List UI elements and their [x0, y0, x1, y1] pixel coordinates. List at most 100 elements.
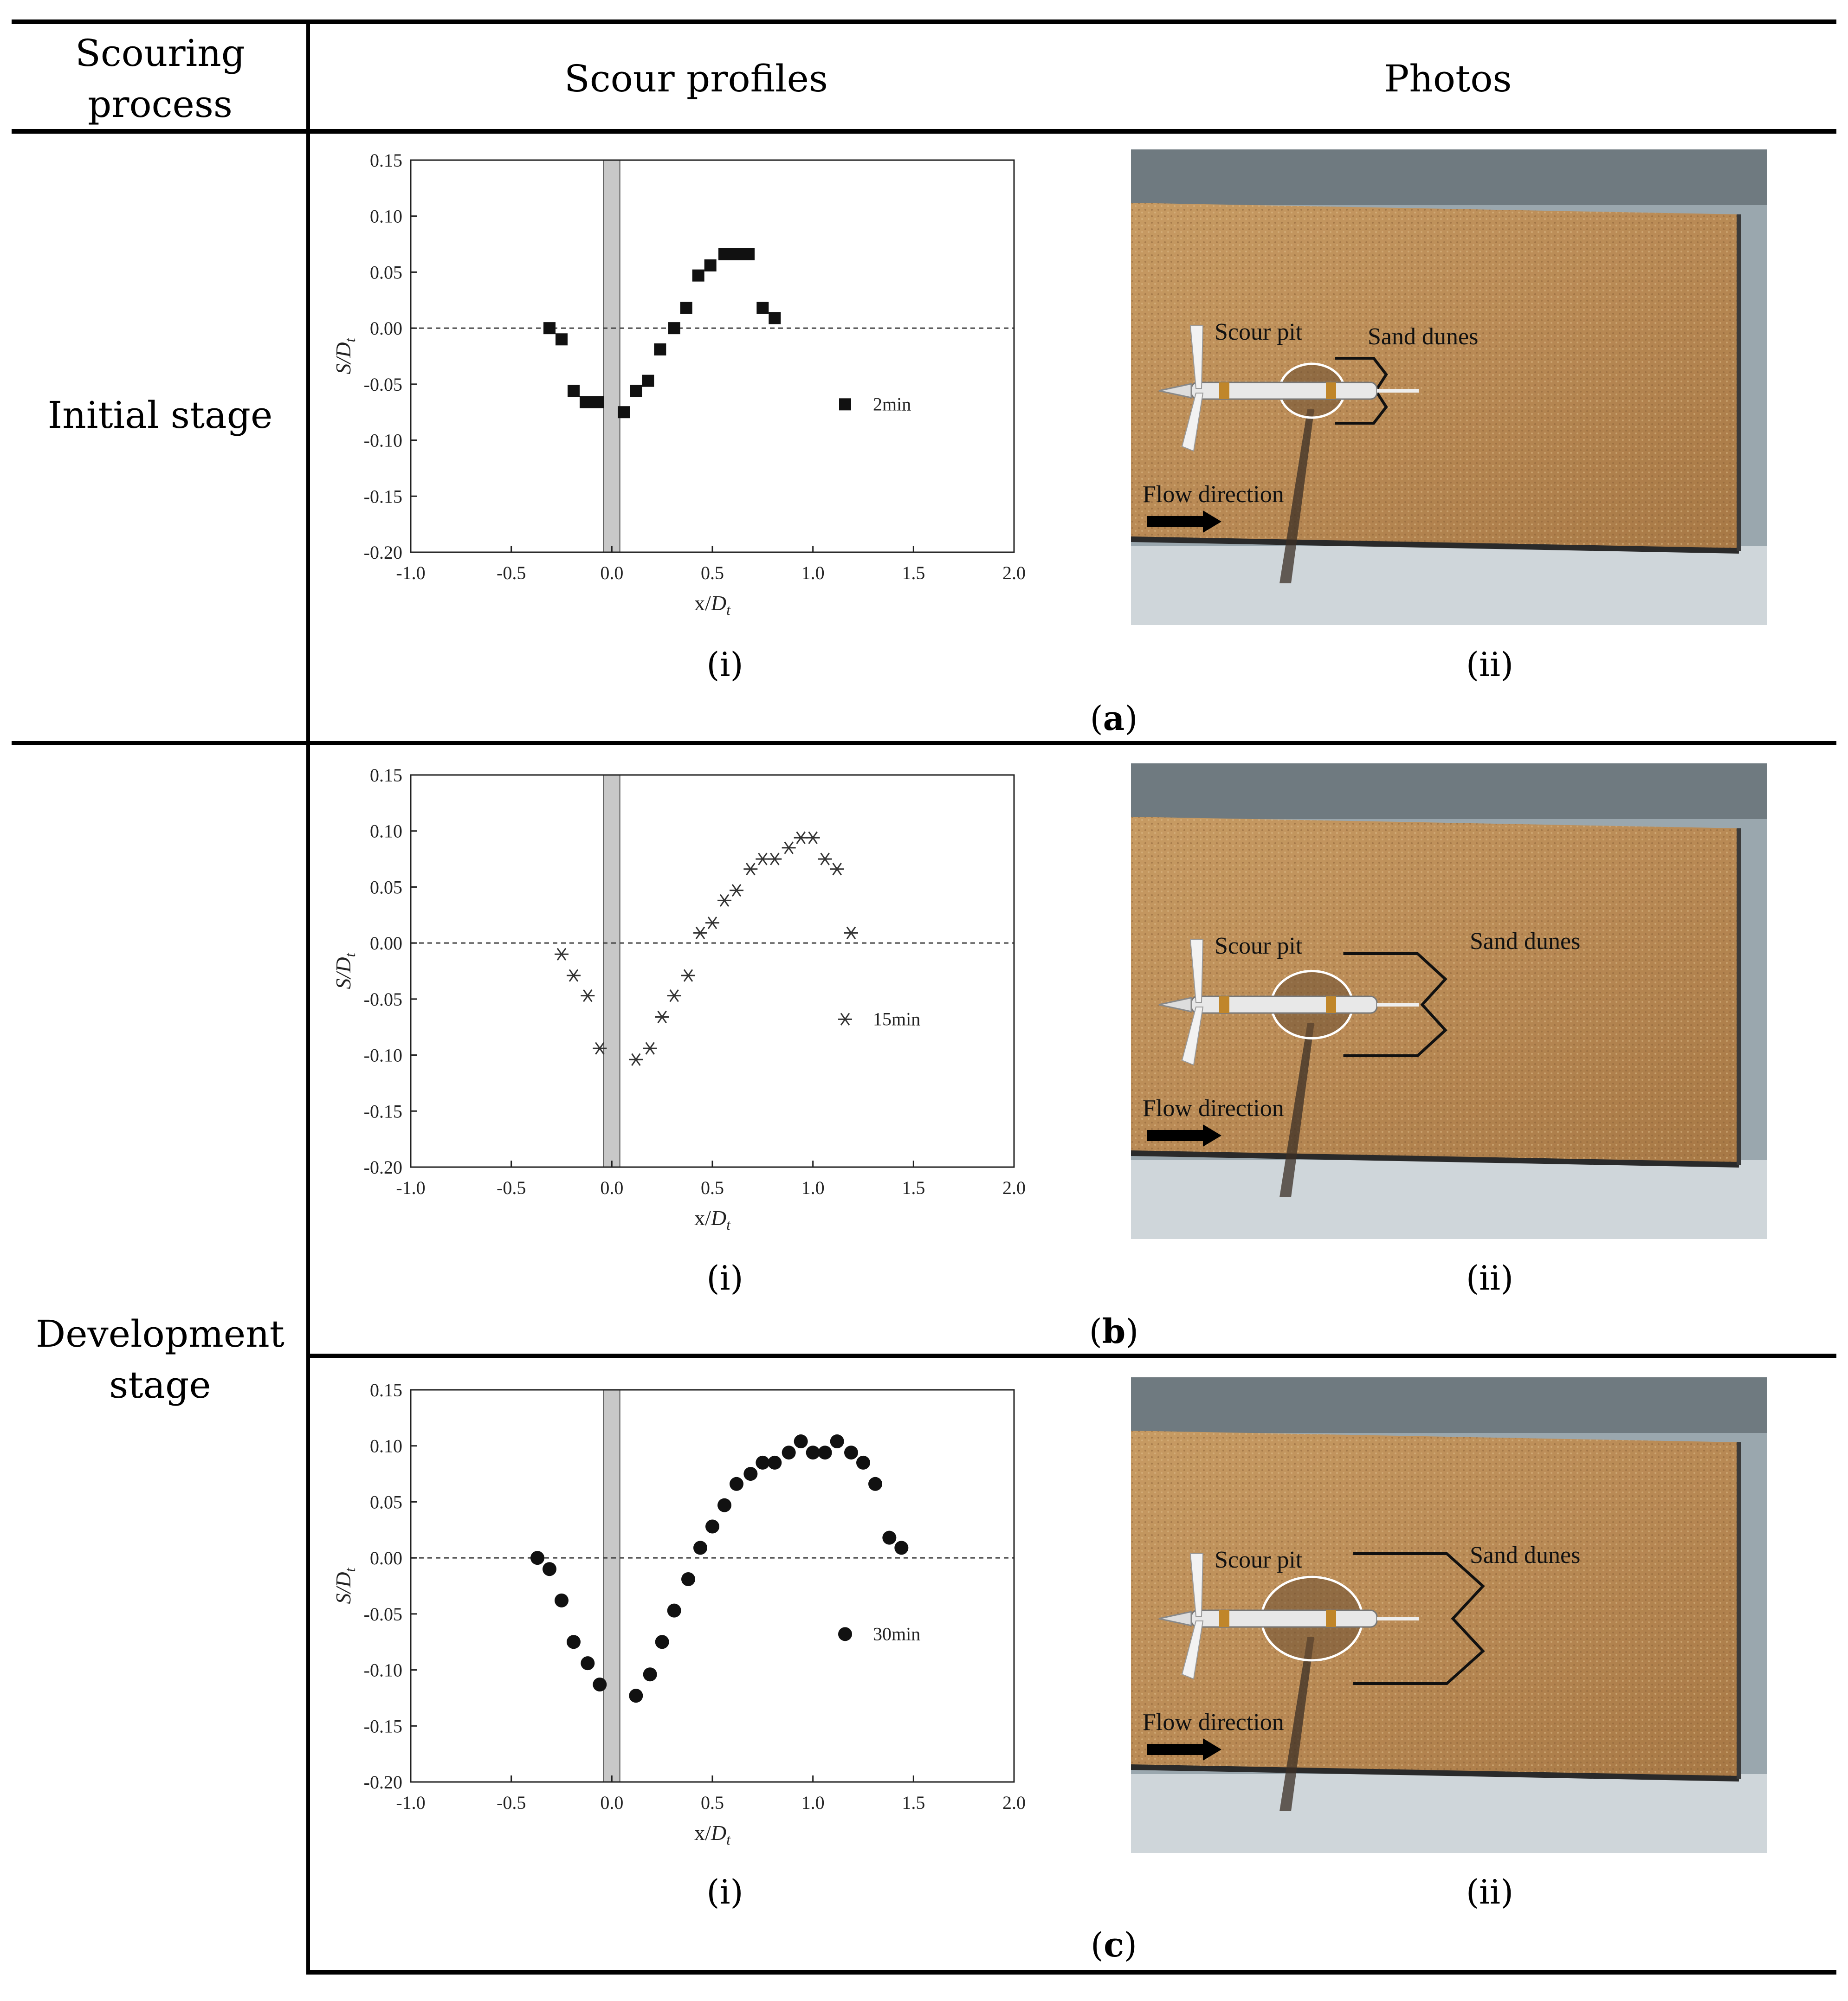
turbine-blade — [1181, 1007, 1204, 1066]
data-point — [794, 831, 808, 844]
row-rule-a — [12, 741, 1836, 745]
x-tick-label: 0.5 — [701, 1177, 724, 1198]
data-point — [794, 1434, 808, 1449]
header-rule — [12, 129, 1836, 134]
flow-direction-label: Flow direction — [1143, 481, 1284, 508]
flow-arrow-shaft — [1147, 1744, 1203, 1755]
data-point — [782, 1446, 796, 1460]
turbine-band — [1219, 1610, 1229, 1627]
x-tick-label: 0.0 — [600, 562, 623, 583]
data-point — [730, 248, 743, 260]
data-point — [768, 1455, 782, 1470]
data-point — [705, 1519, 719, 1534]
pole-shadow — [1279, 409, 1314, 583]
x-tick-label: 0.0 — [600, 1792, 623, 1813]
y-tick-label: -0.10 — [364, 1660, 402, 1681]
data-point — [655, 1635, 669, 1649]
y-tick-label: 0.15 — [370, 1380, 402, 1401]
y-tick-label: 0.05 — [370, 262, 402, 283]
flume-floor — [1131, 546, 1767, 625]
data-point — [681, 1572, 695, 1587]
data-point — [642, 374, 654, 387]
y-tick-label: -0.05 — [364, 1604, 402, 1625]
y-tick-label: -0.15 — [364, 1101, 402, 1122]
y-tick-label: -0.15 — [364, 1716, 402, 1736]
data-point — [768, 852, 782, 865]
table-top-rule — [12, 19, 1836, 24]
pole-shadow — [1279, 1023, 1314, 1197]
turbine-blade — [1189, 325, 1204, 389]
x-tick-label: 2.0 — [1002, 562, 1026, 583]
stage-development-line-2: stage — [109, 1363, 211, 1407]
data-point — [618, 406, 630, 419]
x-tick-label: 0.0 — [600, 1177, 623, 1198]
turbine-hub — [1158, 997, 1192, 1013]
x-axis-label: x/Dt — [694, 1206, 731, 1233]
pile-band — [603, 775, 620, 1168]
x-tick-label: -1.0 — [396, 562, 425, 583]
x-tick-label: 1.5 — [902, 562, 925, 583]
sand-texture — [1131, 203, 1739, 551]
flow-arrow-head — [1203, 1124, 1221, 1147]
panel-letter-a: a — [1103, 698, 1125, 738]
sand-texture — [1131, 1431, 1739, 1779]
legend-marker — [838, 1013, 852, 1026]
y-tick-label: -0.05 — [364, 374, 402, 395]
data-point — [555, 948, 569, 961]
pile-band — [603, 160, 620, 553]
sub-label-i-c: (i) — [706, 1872, 743, 1911]
data-point — [629, 1053, 643, 1066]
data-point — [868, 1477, 882, 1491]
row-rule-b — [306, 1354, 1836, 1358]
sub-label-i-b: (i) — [706, 1259, 743, 1297]
y-tick-label: -0.05 — [364, 989, 402, 1010]
data-point — [567, 969, 581, 982]
data-point — [692, 269, 704, 282]
data-point — [668, 322, 680, 335]
plot-frame — [410, 159, 1015, 553]
legend-marker — [838, 1627, 852, 1641]
turbine-hub — [1158, 1611, 1192, 1627]
x-tick-label: 1.5 — [902, 1177, 925, 1198]
data-point — [756, 1455, 770, 1470]
data-point — [543, 322, 556, 335]
turbine-band — [1326, 382, 1336, 399]
x-tick-label: 2.0 — [1002, 1792, 1026, 1813]
panel-letter-b: b — [1102, 1311, 1126, 1351]
x-tick-label: 1.5 — [902, 1792, 925, 1813]
y-tick-label: -0.20 — [364, 1772, 402, 1793]
x-axis-label: x/Dt — [694, 591, 731, 618]
scour-profile-chart-15min: -1.0 -0.5 0.0 0.5 1.0 1.5 2.0 0.15 0.10 0.05 0.00 -… — [331, 765, 1026, 1233]
bed-edge — [1131, 536, 1739, 554]
data-point — [693, 926, 707, 940]
column-divider — [306, 19, 310, 1975]
turbine-band — [1219, 996, 1229, 1013]
legend-label: 2min — [873, 394, 911, 414]
data-point — [806, 1446, 820, 1460]
data-point — [756, 302, 769, 314]
data-point — [629, 1689, 643, 1703]
sand-dunes-label: Sand dunes — [1368, 323, 1478, 350]
y-tick-label: -0.10 — [364, 1045, 402, 1066]
y-axis-label: S/Dt — [331, 952, 358, 989]
plot-frame — [410, 1389, 1015, 1783]
pole-shadow — [1279, 1637, 1314, 1811]
data-point — [680, 302, 692, 314]
flow-arrow-head — [1203, 1738, 1221, 1761]
data-point — [643, 1667, 657, 1682]
data-point — [667, 989, 681, 1002]
sub-label-ii-b: (ii) — [1466, 1259, 1514, 1297]
flume-floor — [1131, 1160, 1767, 1239]
data-point — [567, 1635, 581, 1649]
data-point — [556, 333, 568, 346]
y-tick-label: 0.05 — [370, 877, 402, 897]
flume-floor — [1131, 1774, 1767, 1853]
sub-label-ii-c: (ii) — [1466, 1872, 1514, 1911]
data-point — [718, 248, 730, 260]
data-point — [654, 343, 666, 356]
data-point — [844, 926, 858, 940]
data-point — [593, 1042, 607, 1055]
flume-photo-15min: Scour pit Sand dunes Flow direction — [1131, 763, 1767, 1239]
turbine-blade — [1189, 1553, 1204, 1617]
data-point — [681, 969, 695, 982]
